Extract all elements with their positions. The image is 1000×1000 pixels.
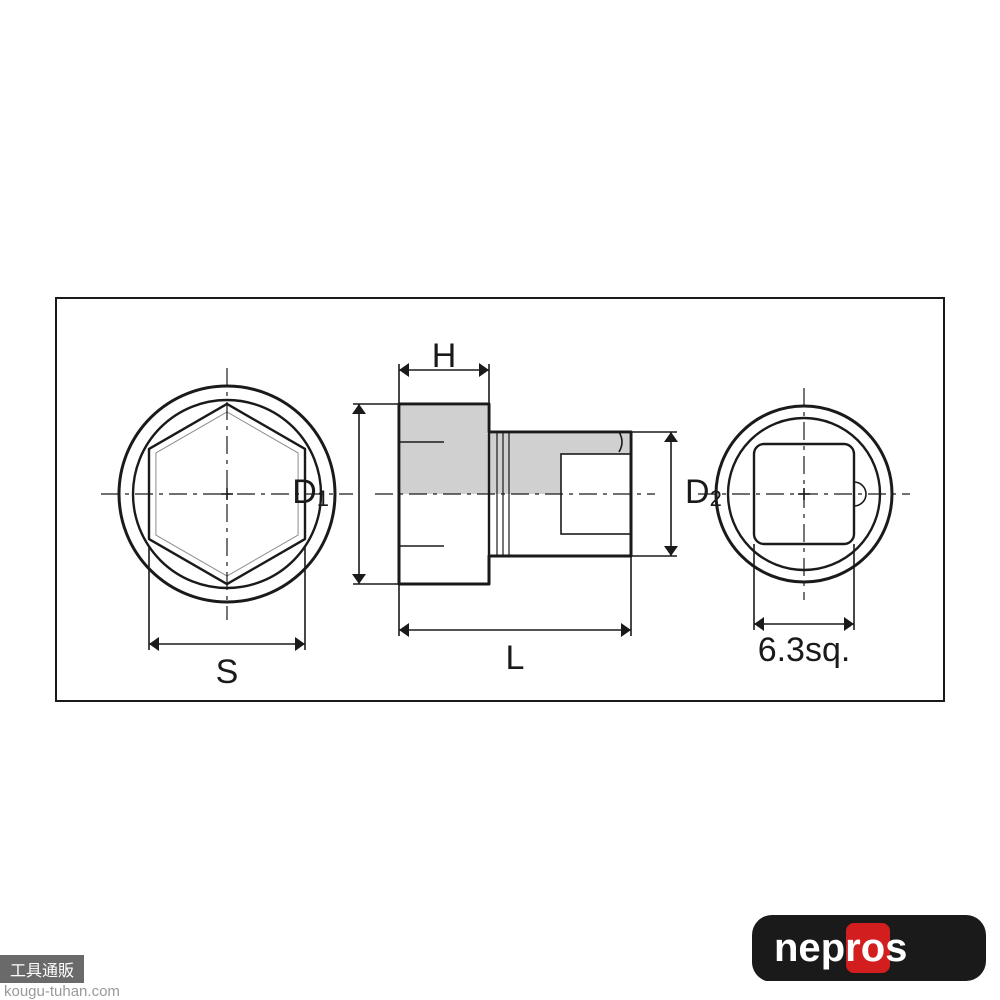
footer-label: 工具通販 [0, 955, 84, 983]
brand-svg: nepros [752, 915, 986, 981]
technical-drawing: SHD1D2L6.3sq. [57, 299, 947, 704]
svg-text:6.3sq.: 6.3sq. [758, 631, 851, 669]
footer-left: 工具通販 kougu-tuhan.com [0, 955, 120, 1000]
footer-url: kougu-tuhan.com [0, 983, 120, 1000]
diagram-frame: SHD1D2L6.3sq. [55, 297, 945, 702]
svg-text:S: S [216, 653, 239, 691]
svg-text:H: H [432, 337, 457, 375]
brand-logo: nepros [752, 915, 986, 986]
svg-text:D1: D1 [292, 473, 329, 511]
svg-text:L: L [506, 639, 525, 677]
svg-text:nepros: nepros [774, 926, 907, 970]
